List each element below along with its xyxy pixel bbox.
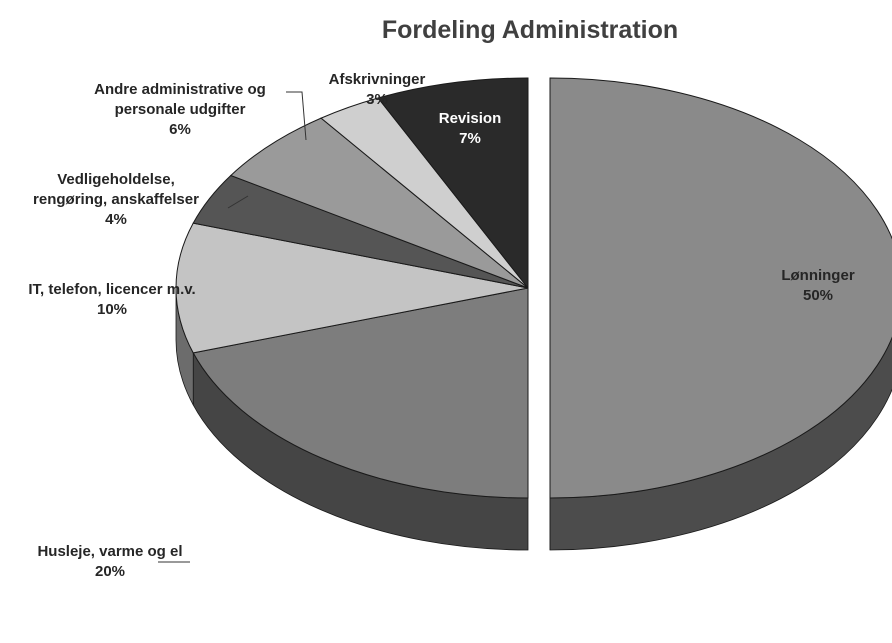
- slice-value: 10%: [97, 301, 127, 318]
- slice-label-2: IT, telefon, licencer m.v. 10%: [28, 281, 195, 318]
- leader-lines: [158, 91, 307, 563]
- slice-labels: Lønninger 50% Husleje, varme og el 20% IT, t…: [28, 71, 854, 580]
- slice-value: 7%: [459, 130, 481, 147]
- slice-name: Afskrivninger: [329, 71, 426, 88]
- slice-value: 3%: [366, 91, 388, 108]
- slice-label-1: Husleje, varme og el 20%: [37, 543, 182, 580]
- slice-value: 4%: [105, 211, 127, 228]
- slice-name: Lønninger: [781, 267, 854, 284]
- slice-name: Husleje, varme og el: [37, 543, 182, 560]
- leader-line-3: [227, 195, 249, 209]
- leader-line-4: [286, 91, 307, 141]
- slice-name: Andre administrative og: [94, 81, 266, 98]
- slice-4: [229, 117, 529, 289]
- pie-tops: [175, 77, 892, 499]
- slice-label-6: Revision 7%: [439, 110, 502, 147]
- slice-0: [549, 77, 892, 499]
- slice-value: 6%: [169, 121, 191, 138]
- slice-name: IT, telefon, licencer m.v.: [28, 281, 195, 298]
- slice-1: [192, 287, 529, 499]
- slice-value: 20%: [95, 563, 125, 580]
- slice-label-4: Andre administrative og personale udgifte…: [94, 81, 266, 138]
- slice-name: Revision: [439, 110, 502, 127]
- slice-6: [377, 77, 529, 290]
- slice-label-0: Lønninger 50%: [781, 267, 854, 304]
- slice-name: Vedligeholdelse,: [57, 171, 175, 188]
- slice-label-5: Afskrivninger 3%: [329, 71, 426, 108]
- slice-value: 50%: [803, 287, 833, 304]
- chart-title: Fordeling Administration: [382, 16, 678, 44]
- slice-label-3: Vedligeholdelse, rengøring, anskaffelser 4…: [33, 171, 199, 228]
- slice-name: personale udgifter: [115, 101, 246, 118]
- slice-name: rengøring, anskaffelser: [33, 191, 199, 208]
- slice-2: [175, 222, 529, 354]
